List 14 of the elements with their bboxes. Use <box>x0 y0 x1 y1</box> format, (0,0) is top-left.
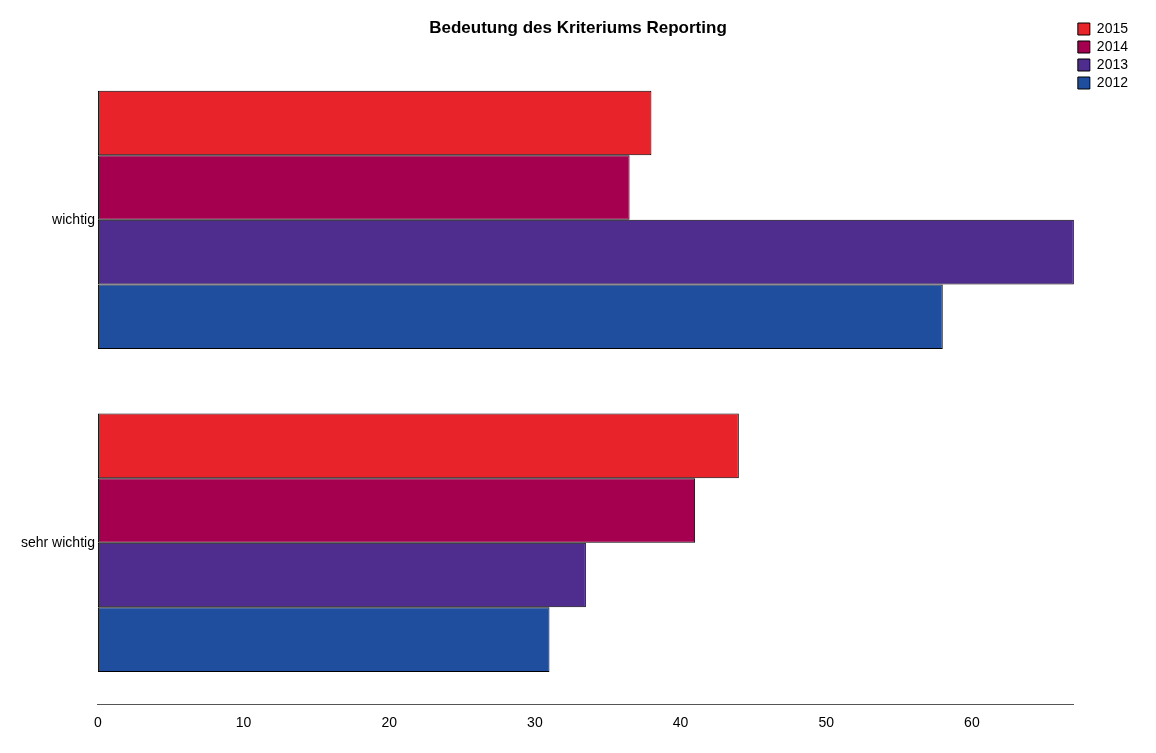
y-tick-label: sehr wichtig <box>21 533 95 550</box>
x-tick-label: 60 <box>964 714 980 731</box>
legend-label: 2014 <box>1096 37 1129 54</box>
x-tick-label: 50 <box>818 714 835 731</box>
y-tick-label: wichtig <box>51 210 95 227</box>
x-tick-label: 10 <box>235 714 252 731</box>
legend-label: 2012 <box>1096 73 1129 90</box>
x-tick-label: 30 <box>527 714 543 731</box>
x-tick-label: 40 <box>672 714 689 731</box>
legend-label: 2013 <box>1096 55 1129 72</box>
legend-label: 2015 <box>1096 19 1129 36</box>
chart-title: Bedeutung des Kriteriums Reporting <box>429 17 727 37</box>
x-tick-label: 0 <box>94 714 103 731</box>
x-tick-label: 20 <box>381 714 398 731</box>
